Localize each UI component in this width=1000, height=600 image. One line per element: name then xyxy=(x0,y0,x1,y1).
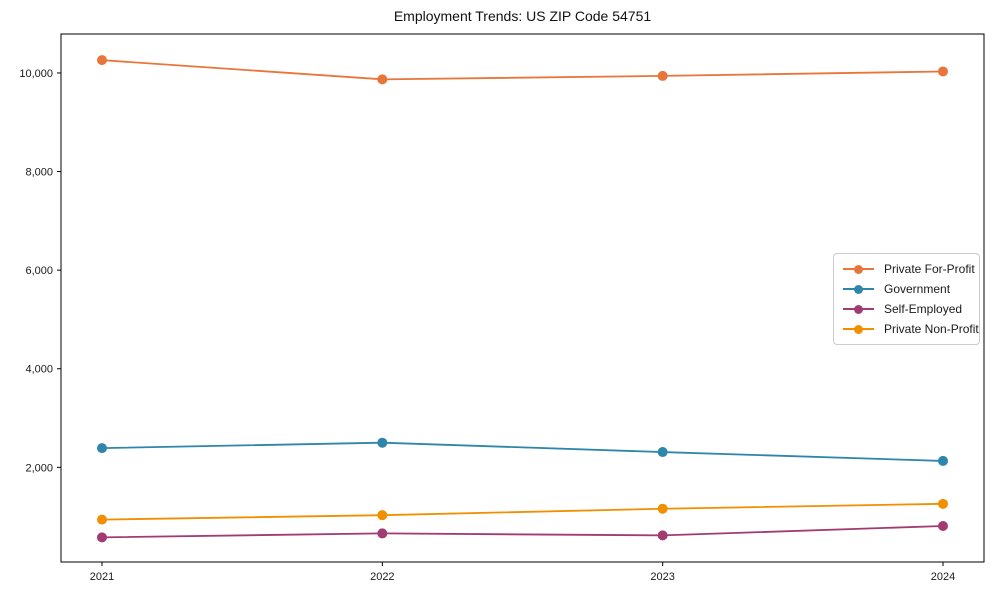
y-tick-label: 2,000 xyxy=(25,462,53,474)
data-point-government xyxy=(657,447,668,458)
x-tick-label: 2021 xyxy=(90,571,114,583)
legend-item: Self-Employed xyxy=(834,299,979,319)
data-point-private-for-profit xyxy=(938,66,948,77)
legend-item: Private For-Profit xyxy=(834,259,979,279)
x-tick-label: 2023 xyxy=(650,571,674,583)
data-point-self-employed xyxy=(657,530,668,541)
data-point-self-employed xyxy=(377,528,388,539)
x-tick-label: 2024 xyxy=(931,571,955,583)
legend-line-marker-icon xyxy=(843,304,874,314)
legend-item: Government xyxy=(834,279,979,299)
data-point-private-non-profit xyxy=(97,514,107,525)
data-point-private-for-profit xyxy=(657,70,668,81)
legend-dot-icon xyxy=(854,284,863,294)
data-point-government xyxy=(938,455,948,466)
y-tick-label: 8,000 xyxy=(25,167,53,179)
data-point-self-employed xyxy=(97,532,107,543)
y-tick-label: 10,000 xyxy=(19,68,53,80)
legend-line-marker-icon xyxy=(843,264,874,274)
legend-item: Private Non-Profit xyxy=(834,319,979,339)
legend: Private For-Profit Government Self-Employe… xyxy=(833,253,980,345)
data-point-government xyxy=(97,443,107,454)
data-point-private-for-profit xyxy=(377,74,388,85)
chart-title: Employment Trends: US ZIP Code 54751 xyxy=(393,8,652,24)
y-tick-label: 6,000 xyxy=(25,265,53,277)
legend-label: Self-Employed xyxy=(884,302,963,316)
data-point-private-non-profit xyxy=(657,503,668,514)
y-tick-label: 4,000 xyxy=(25,364,53,376)
series-line-private-non-profit xyxy=(101,502,944,521)
legend-dot-icon xyxy=(854,304,863,314)
data-point-government xyxy=(377,437,388,448)
data-point-private-for-profit xyxy=(97,55,107,66)
data-point-private-non-profit xyxy=(377,510,388,521)
legend-line-marker-icon xyxy=(843,324,874,334)
legend-line-marker-icon xyxy=(843,284,874,294)
series-line-self-employed xyxy=(101,525,944,539)
data-point-self-employed xyxy=(938,521,948,532)
series-line-private-for-profit xyxy=(101,59,944,81)
plot-border xyxy=(60,33,985,563)
x-tick-label: 2022 xyxy=(370,571,394,583)
series-line-government xyxy=(101,441,944,462)
legend-label: Government xyxy=(884,282,951,296)
legend-dot-icon xyxy=(854,264,863,274)
data-point-private-non-profit xyxy=(938,498,948,509)
legend-label: Private Non-Profit xyxy=(884,322,979,336)
legend-label: Private For-Profit xyxy=(884,262,975,276)
legend-dot-icon xyxy=(854,324,863,334)
